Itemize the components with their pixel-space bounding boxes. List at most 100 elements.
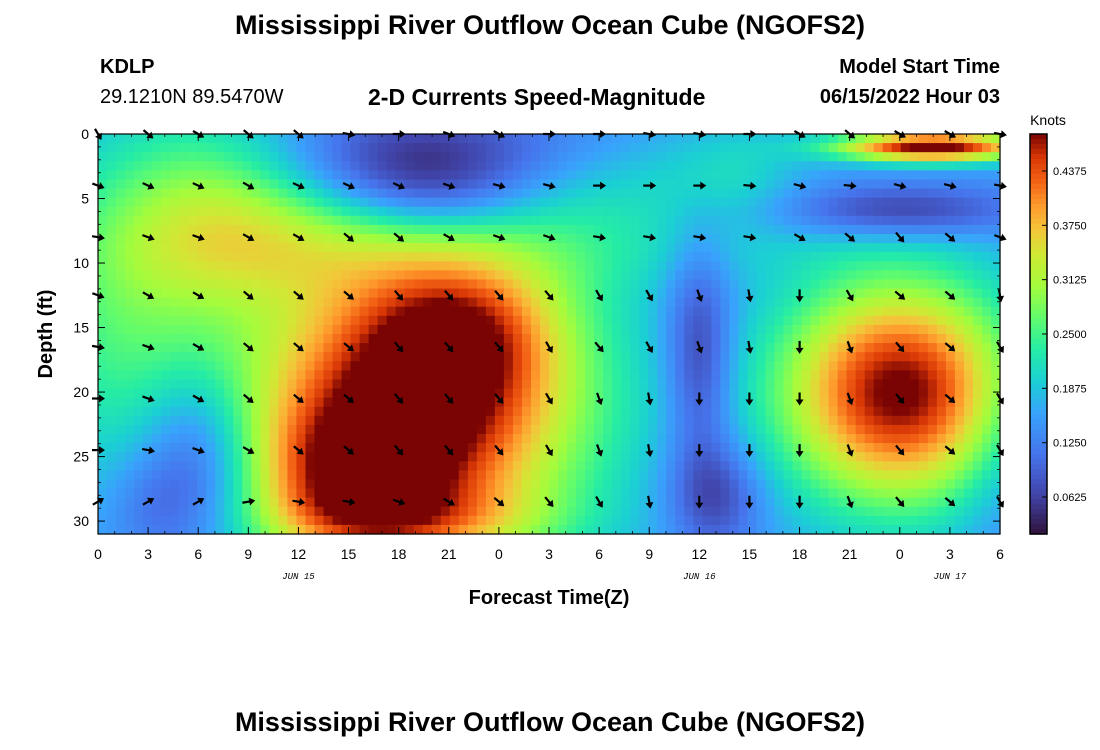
heatmap-cell [909, 397, 920, 408]
heatmap-cell [747, 197, 758, 208]
heatmap-cell [260, 170, 270, 181]
heatmap-cell [900, 470, 911, 481]
heatmap-cell [179, 406, 189, 417]
heatmap-cell [251, 515, 261, 526]
heatmap-cell [413, 215, 424, 226]
heatmap-cell [756, 424, 767, 435]
heatmap-cell [314, 143, 325, 153]
heatmap-cell [242, 479, 252, 490]
arrow-head [750, 181, 757, 190]
heatmap-cell [278, 152, 289, 162]
heatmap-cell [395, 188, 406, 199]
heatmap-cell [639, 315, 649, 326]
heatmap-cell [296, 143, 307, 153]
heatmap-cell [314, 161, 325, 171]
heatmap-cell [521, 234, 532, 244]
heatmap-cell [530, 343, 541, 353]
heatmap-cell [819, 252, 830, 262]
heatmap-cell [963, 315, 974, 326]
heatmap-cell [269, 206, 279, 217]
heatmap-cell [278, 424, 289, 435]
heatmap-cell [936, 379, 947, 390]
heatmap-cell [197, 452, 207, 462]
heatmap-cell [269, 497, 279, 508]
heatmap-cell [404, 143, 415, 153]
heatmap-cell [639, 188, 649, 199]
heatmap-cell [215, 452, 225, 462]
heatmap-cell [287, 506, 298, 517]
heatmap-cell [630, 243, 640, 253]
heatmap-cell [936, 152, 947, 162]
heatmap-cell [693, 497, 703, 508]
heatmap-cell [747, 370, 758, 381]
heatmap-cell [296, 197, 307, 208]
heatmap-cell [269, 452, 279, 462]
heatmap-cell [287, 306, 298, 317]
heatmap-cell [539, 215, 550, 226]
heatmap-cell [242, 224, 252, 235]
heatmap-cell [846, 279, 857, 290]
heatmap-cell [810, 252, 821, 262]
heatmap-cell [954, 488, 965, 499]
heatmap-cell [188, 397, 198, 408]
heatmap-cell [341, 161, 352, 171]
current-arrow [745, 495, 754, 509]
heatmap-cell [305, 524, 316, 535]
heatmap-cell [855, 379, 866, 390]
heatmap-cell [738, 270, 749, 281]
heatmap-cell [476, 361, 487, 371]
heatmap-cell [242, 361, 252, 371]
heatmap-cell [512, 170, 523, 181]
heatmap-cell [503, 370, 514, 381]
heatmap-cell [864, 197, 875, 208]
heatmap-cell [143, 424, 153, 435]
heatmap-cell [936, 206, 947, 217]
heatmap-cell [296, 470, 307, 481]
heatmap-cell [567, 479, 577, 490]
heatmap-cell [990, 215, 1001, 226]
heatmap-cell [170, 297, 180, 308]
heatmap-cell [233, 443, 243, 453]
heatmap-cell [873, 479, 884, 490]
heatmap-cell [386, 315, 397, 326]
heatmap-cell [269, 170, 279, 181]
heatmap-cell [927, 252, 938, 262]
arrow-head [296, 292, 304, 300]
heatmap-cell [702, 206, 712, 217]
heatmap-cell [639, 234, 649, 244]
heatmap-cell [404, 306, 415, 317]
heatmap-cell [828, 170, 839, 181]
heatmap-cell [621, 134, 631, 144]
heatmap-cell [503, 388, 514, 399]
heatmap-cell [954, 524, 965, 535]
heatmap-cell [467, 397, 478, 408]
heatmap-cell [458, 170, 469, 181]
heatmap-cell [98, 370, 108, 381]
heatmap-cell [810, 179, 821, 190]
heatmap-cell [576, 434, 586, 444]
heatmap-cell [585, 443, 595, 453]
heatmap-cell [134, 443, 144, 453]
heatmap-cell [404, 470, 415, 481]
heatmap-cell [738, 370, 749, 381]
heatmap-cell [359, 379, 370, 390]
heatmap-cell [783, 515, 794, 526]
heatmap-cell [648, 352, 658, 362]
heatmap-cell [422, 234, 433, 244]
heatmap-cell [630, 470, 640, 481]
heatmap-cell [702, 434, 712, 444]
heatmap-cell [990, 279, 1001, 290]
heatmap-cell [494, 170, 505, 181]
heatmap-cell [224, 424, 234, 435]
heatmap-cell [594, 306, 604, 317]
heatmap-cell [107, 261, 117, 271]
heatmap-cell [350, 334, 361, 344]
heatmap-cell [341, 252, 352, 262]
heatmap-cell [657, 343, 667, 353]
arrow-head [948, 396, 956, 403]
heatmap-cell [116, 261, 126, 271]
heatmap-cell [810, 434, 821, 444]
heatmap-cell [161, 152, 171, 162]
heatmap-cell [467, 315, 478, 326]
heatmap-cell [810, 161, 821, 171]
